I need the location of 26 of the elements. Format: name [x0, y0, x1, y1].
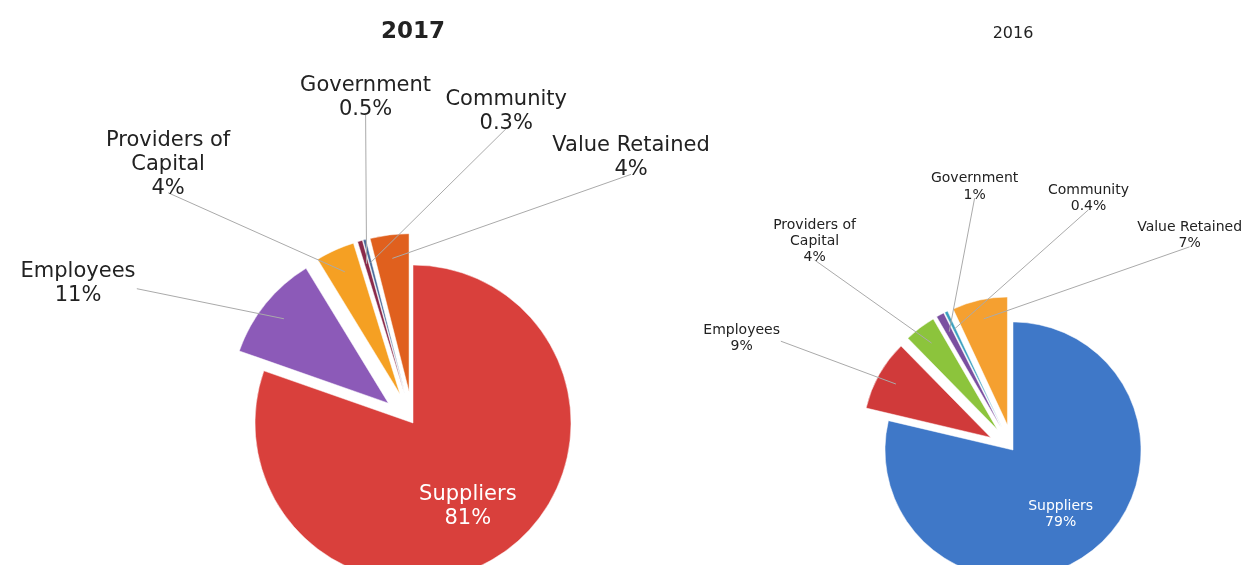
data-label: 81%	[444, 505, 492, 530]
data-label: 4%	[614, 155, 648, 180]
slice-label: Community	[445, 85, 567, 110]
slice-label: Government	[930, 169, 1019, 186]
data-label: 11%	[54, 282, 102, 307]
slice-label: Employees	[703, 320, 780, 337]
data-label: 0.4%	[1070, 197, 1107, 214]
data-label: 79%	[1045, 513, 1077, 530]
slice-label: Community	[1048, 180, 1130, 197]
slice-label: Government	[300, 71, 432, 96]
data-label: 1%	[963, 185, 986, 202]
slice-label: Suppliers	[1028, 497, 1094, 514]
data-label: 4%	[803, 247, 826, 264]
slice-label: Suppliers	[419, 481, 517, 506]
chart-title: 2017	[380, 17, 446, 43]
data-label: 4%	[151, 174, 185, 199]
slice-label: Providers of Capital	[105, 126, 231, 175]
slice-label: Employees	[20, 258, 136, 283]
data-label: 0.5%	[338, 95, 393, 120]
data-label: 9%	[730, 336, 753, 353]
slice-label: Providers of Capital	[773, 215, 858, 248]
data-label: 7%	[1178, 234, 1201, 251]
chart-title: 2016	[992, 23, 1034, 42]
slice-label: Value Retained	[1137, 218, 1243, 235]
slice-label: Value Retained	[552, 131, 710, 156]
data-label: 0.3%	[479, 110, 533, 135]
